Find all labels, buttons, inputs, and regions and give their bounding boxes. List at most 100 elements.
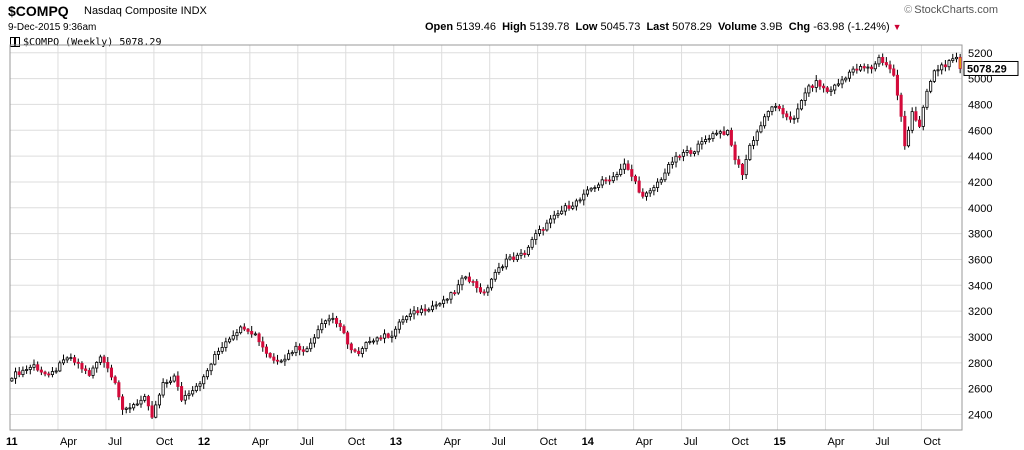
candle-body bbox=[932, 70, 936, 82]
x-tick-label: 14 bbox=[582, 436, 595, 448]
candle-body bbox=[95, 361, 99, 369]
ticker-symbol: $COMPQ bbox=[8, 3, 69, 19]
candle-body bbox=[833, 84, 837, 91]
candle-body bbox=[814, 80, 818, 88]
candle-body bbox=[556, 213, 560, 216]
candle-body bbox=[353, 349, 357, 352]
candle-body bbox=[692, 151, 697, 154]
x-tick-label: Jul bbox=[492, 436, 506, 448]
candlesticks bbox=[10, 52, 962, 420]
candle-body bbox=[733, 144, 737, 161]
candle-body bbox=[342, 326, 346, 334]
candle-body bbox=[619, 168, 623, 175]
brand-logo[interactable]: © StockCharts.com bbox=[904, 4, 998, 16]
candle-body bbox=[28, 366, 32, 370]
candle-body bbox=[338, 323, 342, 327]
candle-body bbox=[696, 143, 700, 153]
candle-body bbox=[604, 179, 608, 182]
last-label: Last bbox=[646, 21, 670, 33]
candle-body bbox=[541, 229, 545, 231]
candle-body bbox=[272, 356, 276, 361]
candle-body bbox=[836, 83, 840, 86]
last-price-label: 5078.29 bbox=[967, 63, 1007, 75]
candle-body bbox=[685, 150, 689, 153]
candle-body bbox=[593, 187, 597, 189]
candle-body bbox=[641, 191, 645, 197]
candle-body bbox=[242, 326, 246, 330]
candle-body bbox=[150, 405, 154, 418]
candle-body bbox=[294, 345, 298, 353]
candle-body bbox=[615, 174, 619, 178]
candle-body bbox=[552, 214, 556, 220]
candle-body bbox=[154, 404, 158, 418]
x-tick-label: Oct bbox=[348, 436, 365, 448]
candle-body bbox=[656, 181, 660, 188]
candle-body bbox=[659, 179, 663, 183]
candle-body bbox=[50, 371, 54, 375]
candle-body bbox=[644, 192, 649, 197]
candle-body bbox=[895, 74, 899, 96]
candle-body bbox=[301, 349, 305, 352]
candle-body bbox=[707, 138, 711, 141]
candle-body bbox=[143, 396, 147, 401]
candle-body bbox=[471, 281, 475, 283]
candle-body bbox=[637, 180, 641, 193]
candle-body bbox=[711, 133, 715, 140]
candle-body bbox=[781, 108, 785, 115]
y-tick-label: 3400 bbox=[968, 280, 992, 292]
candle-body bbox=[13, 371, 18, 379]
candle-body bbox=[549, 218, 553, 224]
volume-value: 3.9B bbox=[760, 21, 783, 33]
candle-body bbox=[947, 60, 951, 68]
x-tick-label: Oct bbox=[732, 436, 749, 448]
candle-body bbox=[726, 130, 730, 135]
candle-body bbox=[43, 371, 47, 375]
plot-frame bbox=[9, 44, 963, 431]
candle-body bbox=[844, 77, 848, 81]
candle-body bbox=[117, 382, 121, 398]
candle-body bbox=[545, 222, 549, 231]
series-legend: $COMPQ (Weekly) 5078.29 bbox=[10, 37, 161, 48]
candlestick-icon bbox=[10, 37, 20, 47]
low-value: 5045.73 bbox=[600, 21, 641, 33]
grid-lines bbox=[9, 45, 962, 430]
candle-body bbox=[847, 71, 852, 79]
candle-body bbox=[47, 373, 51, 376]
candle-body bbox=[312, 337, 316, 344]
candle-body bbox=[563, 205, 567, 212]
y-tick-label: 4600 bbox=[968, 125, 992, 137]
candle-body bbox=[453, 292, 457, 295]
y-tick-label: 2600 bbox=[968, 384, 992, 396]
candle-body bbox=[489, 278, 494, 289]
x-tick-label: Jul bbox=[300, 436, 314, 448]
candle-body bbox=[519, 252, 523, 256]
candle-body bbox=[674, 155, 678, 163]
candle-body bbox=[412, 310, 416, 315]
candle-body bbox=[275, 359, 280, 362]
candle-body bbox=[497, 267, 501, 273]
candle-body bbox=[792, 117, 796, 120]
candle-body bbox=[722, 131, 726, 135]
candle-body bbox=[69, 357, 73, 359]
candle-body bbox=[633, 175, 637, 182]
candle-body bbox=[910, 111, 914, 131]
candle-body bbox=[106, 362, 110, 369]
candle-body bbox=[759, 125, 763, 133]
candle-body bbox=[172, 375, 176, 382]
candle-body bbox=[744, 159, 748, 176]
x-tick-label: Apr bbox=[60, 436, 77, 448]
candle-body bbox=[670, 161, 674, 165]
x-tick-label: Jul bbox=[875, 436, 889, 448]
candle-body bbox=[257, 333, 261, 343]
candle-body bbox=[382, 333, 387, 339]
candle-body bbox=[862, 66, 866, 69]
low-label: Low bbox=[575, 21, 598, 33]
candle-body bbox=[39, 369, 43, 373]
candle-body bbox=[401, 319, 405, 323]
candle-body bbox=[608, 179, 612, 182]
y-tick-label: 4400 bbox=[968, 151, 992, 163]
candle-body bbox=[818, 80, 822, 87]
candle-body bbox=[438, 303, 442, 306]
candle-body bbox=[132, 404, 136, 409]
